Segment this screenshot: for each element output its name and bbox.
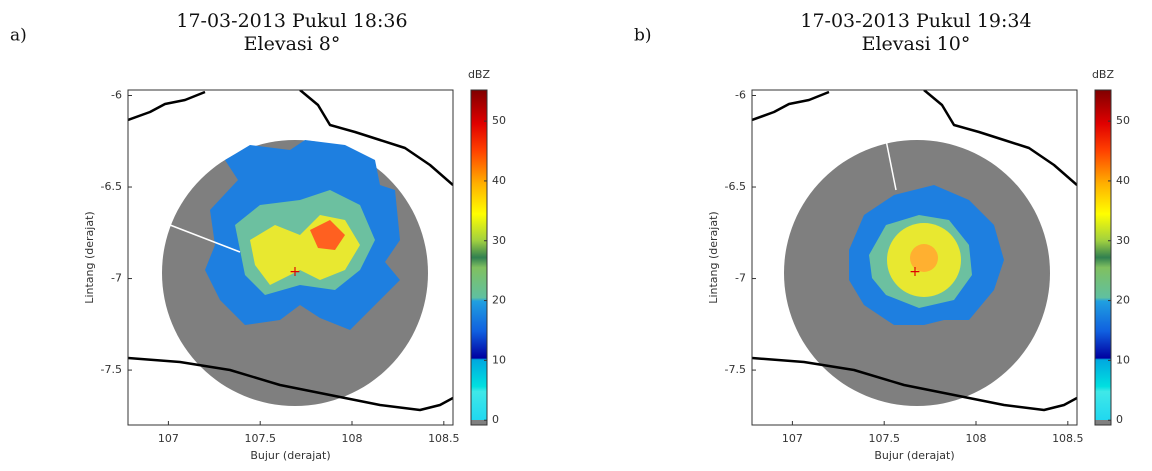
- axes-frame: [127, 89, 454, 426]
- radar-site: +: [289, 264, 301, 280]
- coastline: [752, 90, 830, 122]
- colorbar-tick-label: 0: [492, 413, 499, 426]
- x-tick-label: 107: [158, 432, 179, 445]
- x-tick-label: 108: [342, 432, 363, 445]
- coastline: [128, 90, 206, 122]
- echo-core: [310, 220, 345, 250]
- y-tick-label: -7.5: [101, 363, 122, 376]
- x-tick-label: 107: [782, 432, 803, 445]
- colorbar-tick-label: 50: [1116, 114, 1130, 127]
- y-axis-label: Lintang (derajat): [707, 211, 720, 303]
- x-axis-label: Bujur (derajat): [874, 449, 954, 462]
- colorbar-tick-label: 40: [492, 174, 506, 187]
- map-layer: +: [128, 90, 453, 412]
- coastline: [923, 90, 1077, 186]
- y-tick-label: -6: [111, 88, 122, 101]
- colorbar-tick-label: 20: [492, 294, 506, 307]
- colorbar-tick-label: 10: [1116, 353, 1130, 366]
- colorbar: [470, 89, 488, 426]
- coastline: [128, 356, 453, 412]
- y-tick-label: -7.5: [725, 363, 746, 376]
- colorbar-tick-label: 50: [492, 114, 506, 127]
- chart-subtitle: Elevasi 8°: [244, 33, 341, 55]
- y-tick-label: -6.5: [101, 180, 122, 193]
- colorbar-label: dBZ: [1092, 68, 1115, 81]
- y-tick-label: -6.5: [725, 180, 746, 193]
- colorbar: [1094, 89, 1112, 426]
- colorbar-label: dBZ: [468, 68, 491, 81]
- colorbar-tick-label: 10: [492, 353, 506, 366]
- y-tick-label: -7: [111, 272, 122, 285]
- x-tick-label: 108.5: [1052, 432, 1084, 445]
- coastline: [752, 356, 1077, 412]
- chart-subtitle: Elevasi 10°: [862, 33, 971, 55]
- colorbar-tick-label: 30: [492, 234, 506, 247]
- x-tick-label: 108.5: [428, 432, 460, 445]
- colorbar-tick-label: 40: [1116, 174, 1130, 187]
- colorbar-tick-label: 20: [1116, 294, 1130, 307]
- beam-blockage: [169, 224, 241, 253]
- radar-site: +: [909, 264, 921, 280]
- x-tick-label: 107.5: [244, 432, 276, 445]
- axes-frame: [751, 89, 1078, 426]
- chart-title: 17-03-2013 Pukul 19:34: [800, 10, 1031, 32]
- panel-label: a): [10, 26, 27, 46]
- y-tick-label: -7: [735, 272, 746, 285]
- x-axis-label: Bujur (derajat): [250, 449, 330, 462]
- coastline: [299, 90, 453, 186]
- beam-blockage: [885, 139, 897, 191]
- x-tick-label: 107.5: [868, 432, 900, 445]
- y-axis-label: Lintang (derajat): [83, 211, 96, 303]
- panel-label: b): [634, 26, 652, 46]
- colorbar-tick-label: 0: [1116, 413, 1123, 426]
- x-tick-label: 108: [966, 432, 987, 445]
- chart-title: 17-03-2013 Pukul 18:36: [176, 10, 407, 32]
- echo-core: [910, 244, 938, 272]
- colorbar-tick-label: 30: [1116, 234, 1130, 247]
- map-layer: +: [752, 90, 1077, 412]
- y-tick-label: -6: [735, 88, 746, 101]
